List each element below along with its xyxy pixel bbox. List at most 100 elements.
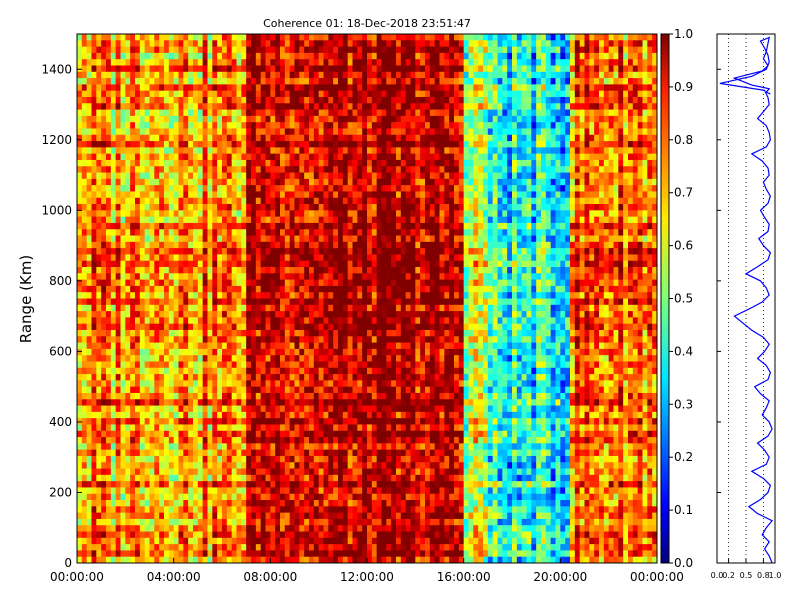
heatmap-cell: [299, 204, 305, 211]
heatmap-cell: [115, 292, 121, 299]
heatmap-cell: [217, 254, 223, 262]
heatmap-cell: [255, 84, 262, 92]
heatmap-cell: [154, 474, 160, 482]
heatmap-cell: [236, 380, 242, 388]
heatmap-cell: [110, 90, 117, 98]
heatmap-cell: [289, 122, 295, 129]
heatmap-cell: [265, 424, 271, 432]
heatmap-cell: [81, 71, 88, 79]
heatmap-cell: [110, 65, 117, 73]
heatmap-cell: [241, 386, 247, 394]
heatmap-cell: [149, 90, 155, 98]
heatmap-cell: [144, 525, 150, 532]
heatmap-cell: [130, 430, 136, 438]
heatmap-cell: [338, 197, 344, 205]
heatmap-cell: [86, 512, 92, 520]
heatmap-cell: [265, 418, 271, 425]
heatmap-cell: [125, 449, 131, 457]
heatmap-cell: [241, 512, 247, 520]
heatmap-cell: [328, 222, 334, 230]
heatmap-cell: [347, 96, 353, 104]
heatmap-cell: [144, 430, 150, 438]
heatmap-cell: [77, 222, 83, 230]
heatmap-cell: [202, 128, 208, 136]
heatmap-cell: [342, 424, 349, 432]
heatmap-cell: [318, 210, 324, 218]
heatmap-cell: [193, 216, 199, 224]
heatmap-cell: [304, 298, 310, 306]
heatmap-cell: [188, 437, 194, 444]
heatmap-cell: [86, 405, 92, 413]
heatmap-cell: [289, 84, 295, 92]
heatmap-cell: [328, 292, 334, 299]
heatmap-cell: [120, 361, 126, 369]
heatmap-cell: [241, 260, 247, 268]
heatmap-cell: [164, 304, 170, 312]
heatmap-cell: [222, 329, 228, 337]
heatmap-cell: [183, 487, 189, 495]
heatmap-cell: [130, 348, 136, 356]
heatmap-cell: [231, 348, 237, 356]
heatmap-cell: [362, 279, 368, 287]
heatmap-cell: [183, 141, 189, 148]
heatmap-cell: [304, 267, 310, 274]
heatmap-cell: [265, 443, 271, 451]
heatmap-cell: [246, 424, 252, 432]
heatmap-cell: [164, 78, 170, 85]
heatmap-cell: [120, 405, 126, 413]
heatmap-cell: [139, 71, 146, 79]
heatmap-cell: [304, 254, 310, 262]
heatmap-cell: [183, 84, 189, 92]
heatmap-cell: [110, 285, 117, 293]
heatmap-cell: [125, 292, 131, 299]
heatmap-cell: [91, 254, 97, 262]
heatmap-cell: [342, 191, 349, 199]
heatmap-cell: [284, 141, 291, 148]
heatmap-cell: [183, 273, 189, 281]
heatmap-cell: [313, 185, 320, 192]
heatmap-cell: [217, 437, 223, 444]
heatmap-cell: [280, 411, 286, 419]
heatmap-cell: [91, 109, 97, 117]
heatmap-cell: [313, 96, 320, 104]
heatmap-cell: [347, 260, 353, 268]
heatmap-cell: [178, 90, 184, 98]
heatmap-cell: [333, 430, 339, 438]
heatmap-cell: [207, 166, 213, 173]
heatmap-cell: [323, 128, 329, 136]
heatmap-cell: [106, 437, 112, 444]
heatmap-cell: [183, 329, 189, 337]
heatmap-cell: [197, 141, 204, 148]
heatmap-cell: [231, 500, 237, 507]
heatmap-cell: [159, 134, 165, 142]
heatmap-cell: [168, 531, 175, 539]
heatmap-cell: [178, 304, 184, 312]
heatmap-cell: [347, 273, 353, 281]
heatmap-cell: [115, 348, 121, 356]
heatmap-cell: [101, 556, 107, 564]
heatmap-cell: [231, 512, 237, 520]
heatmap-cell: [299, 90, 305, 98]
heatmap-cell: [313, 298, 320, 306]
heatmap-cell: [265, 34, 271, 41]
heatmap-cell: [207, 147, 213, 155]
heatmap-cell: [328, 487, 334, 495]
heatmap-cell: [110, 329, 117, 337]
heatmap-cell: [270, 46, 276, 54]
heatmap-cell: [309, 279, 315, 287]
heatmap-cell: [222, 273, 228, 281]
heatmap-cell: [222, 159, 228, 167]
heatmap-cell: [96, 380, 102, 388]
heatmap-cell: [77, 430, 83, 438]
heatmap-cell: [164, 267, 170, 274]
heatmap-cell: [159, 418, 165, 425]
heatmap-cell: [226, 411, 233, 419]
heatmap-cell: [149, 493, 155, 501]
heatmap-cell: [362, 191, 368, 199]
heatmap-cell: [188, 405, 194, 413]
heatmap-cell: [130, 71, 136, 79]
heatmap-cell: [81, 298, 88, 306]
heatmap-cell: [130, 443, 136, 451]
heatmap-cell: [313, 46, 320, 54]
heatmap-cell: [236, 392, 242, 400]
